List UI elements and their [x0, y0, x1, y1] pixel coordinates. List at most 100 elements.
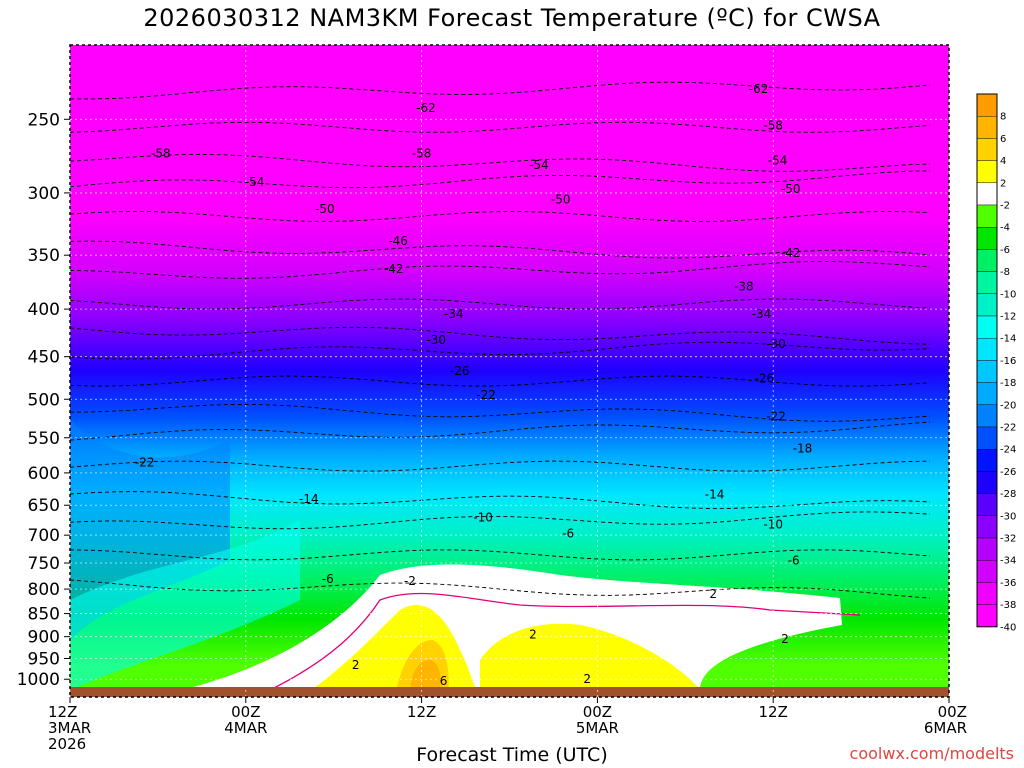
- colorbar-label: -32: [1000, 534, 1016, 545]
- y-tick-label: 750: [28, 554, 60, 574]
- contour-label: -42: [384, 262, 404, 276]
- x-tick-label: 00Z: [583, 703, 612, 721]
- colorbar-label: -24: [1000, 445, 1016, 456]
- contour-labels: -62-62-58 -58-58-54-54 -54-50-50-50-46-42-…: [135, 82, 812, 688]
- colorbar-label: -12: [1000, 312, 1016, 323]
- colorbar-label: -20: [1000, 400, 1016, 411]
- x-axis-label: Forecast Time (UTC): [416, 744, 608, 766]
- colorbar-swatch: [976, 493, 998, 517]
- contour-label: -34: [752, 307, 772, 321]
- contour-label: -58: [151, 146, 171, 160]
- y-tick-label: 300: [28, 184, 60, 204]
- contour-label: -6: [562, 526, 574, 540]
- colorbar-label: -38: [1000, 600, 1016, 611]
- isotherm-line: [70, 403, 931, 422]
- y-tick-label: 350: [28, 246, 60, 266]
- y-tick-label: 900: [28, 628, 60, 648]
- zero-contour: [269, 592, 861, 691]
- colorbar-label: -6: [1000, 245, 1010, 256]
- x-tick-label: 6MAR: [924, 719, 967, 737]
- colorbar-swatch: [976, 182, 998, 206]
- colorbar-label: -18: [1000, 378, 1016, 389]
- colorbar-swatch: [976, 338, 998, 361]
- y-tick-label: 250: [28, 110, 60, 130]
- colorbar-swatch: [976, 249, 998, 272]
- y-tick-label: 1000: [17, 670, 60, 690]
- y-tick-label: 600: [28, 464, 60, 484]
- isotherm-line: [70, 511, 931, 530]
- contour-label: -6: [788, 553, 800, 567]
- colorbar-swatch: [976, 360, 998, 383]
- contour-label: -62: [749, 82, 769, 96]
- contour-label: -34: [444, 307, 464, 321]
- credit-link[interactable]: coolwx.com/modelts: [849, 744, 1014, 763]
- colorbar-swatch: [976, 404, 998, 428]
- colorbar-swatch: [976, 226, 998, 250]
- isotherm-line: [70, 240, 931, 259]
- contour-label: -30: [766, 337, 786, 351]
- colorbar-swatch: [976, 204, 998, 228]
- isotherm-line: [70, 154, 931, 172]
- isotherm-line: [70, 81, 931, 100]
- colorbar-label: -4: [1000, 223, 1010, 234]
- y-tick-label: 450: [28, 348, 60, 368]
- colorbar-swatch: [976, 293, 998, 317]
- contour-label: -2: [404, 574, 416, 588]
- y-tick-label: 500: [28, 390, 60, 410]
- contour-label: -54: [245, 175, 265, 189]
- isotherm-line: [70, 341, 931, 360]
- x-tick-label: 3MAR: [48, 719, 91, 737]
- colorbar-label: 8: [1000, 112, 1006, 123]
- colorbar-swatch: [976, 604, 998, 627]
- y-axis: 250 300 350 400 450 500 550 600 650 700 750 800 850 9…: [17, 110, 70, 690]
- contour-label: 2: [781, 632, 789, 646]
- colorbar-swatch: [976, 315, 998, 339]
- contour-label: 2: [529, 627, 537, 641]
- y-tick-label: 400: [28, 300, 60, 320]
- x-tick-label: 2026: [48, 735, 86, 753]
- contour-label: -14: [299, 492, 319, 506]
- contour-label: -14: [705, 488, 725, 502]
- colorbar-swatch: [976, 271, 998, 295]
- contour-label: -18: [793, 442, 813, 456]
- colorbar-swatch: [976, 115, 998, 139]
- colorbar-swatch: [976, 537, 998, 561]
- y-tick-label: 650: [28, 496, 60, 516]
- x-tick-label: 12Z: [48, 703, 77, 721]
- contour-label: 2: [352, 658, 360, 672]
- colorbar-label: -22: [1000, 423, 1016, 434]
- colorbar-swatch: [976, 138, 998, 161]
- colorbar-label: -28: [1000, 489, 1016, 500]
- plot-frame: [69, 44, 950, 698]
- x-tick-label: 5MAR: [576, 719, 619, 737]
- contour-label: -62: [416, 101, 436, 115]
- colorbar-swatch: [976, 426, 998, 450]
- isotherm-line: [70, 375, 931, 387]
- contour-label: -50: [551, 193, 571, 207]
- contour-label: 6: [440, 674, 448, 688]
- contour-label: -54: [768, 154, 788, 168]
- contour-label: -30: [426, 333, 446, 347]
- contour-label: 2: [709, 587, 717, 601]
- contour-label: -6: [322, 572, 334, 586]
- chart-title: 2026030312 NAM3KM Forecast Temperature (…: [143, 4, 881, 32]
- x-tick-label: 00Z: [938, 703, 967, 721]
- contour-label: -50: [315, 202, 335, 216]
- colorbar-swatch: [976, 471, 998, 494]
- contour-lines: [70, 81, 931, 599]
- colorbar-swatch: [976, 560, 998, 583]
- colorbar-label: -34: [1000, 556, 1016, 567]
- isotherm-line: [70, 460, 931, 472]
- cyan-region-left: [70, 520, 300, 690]
- contour-label: -22: [476, 388, 496, 402]
- terrain: [70, 687, 949, 697]
- colorbar-swatch: [976, 93, 998, 117]
- contour-label: -26: [755, 372, 775, 386]
- colorbar-swatch: [976, 582, 998, 605]
- contour-label: -54: [529, 158, 549, 172]
- y-tick-label: 800: [28, 580, 60, 600]
- yellow-region-2: [480, 623, 700, 697]
- isotherm-line: [70, 298, 931, 310]
- x-tick-label: 00Z: [231, 703, 260, 721]
